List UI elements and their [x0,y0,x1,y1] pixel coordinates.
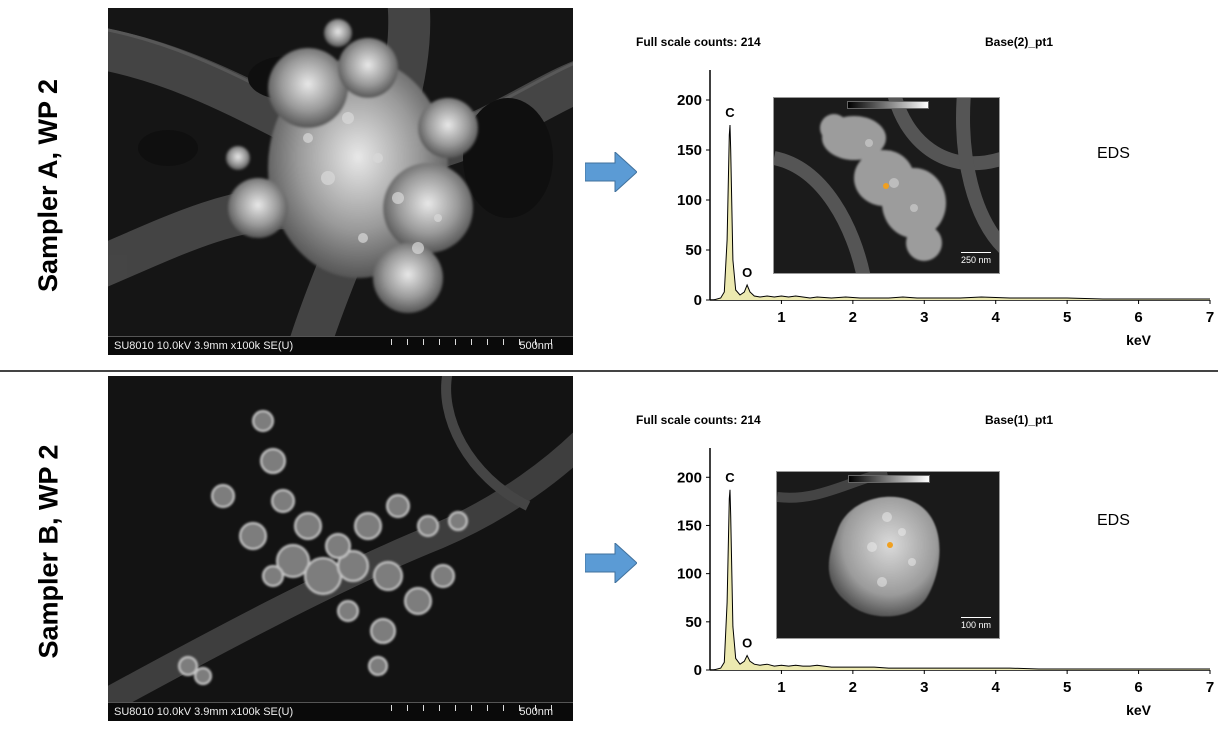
inset-image: 100 nm [776,471,1000,639]
panel-label: Sampler B, WP 2 [33,444,64,659]
x-tick-label: 6 [1134,309,1142,326]
panel-sampler-b: Sampler B, WP 2 SU8010 10. [0,373,1218,730]
x-tick-label: 4 [992,309,1001,326]
y-tick-label: 150 [677,142,702,159]
inset-micrograph [777,472,999,638]
inset-color-bar [846,101,929,109]
x-tick-label: 1 [777,309,785,326]
inset-color-bar [848,475,930,483]
full-scale-counts: Full scale counts: 214 [636,413,761,427]
inset-image: 250 nm [773,97,1000,274]
spectrum-line [713,124,1210,301]
y-tick-label: 200 [677,469,702,486]
eds-label: EDS [1097,512,1130,529]
y-tick-label: 150 [677,517,702,534]
inset-scale-bar: 250 nm [960,252,991,265]
y-tick-label: 50 [685,614,702,631]
peak-label: O [742,265,752,280]
sem-micrograph [108,376,573,721]
x-axis-label: keV [1126,332,1152,348]
panel-label: Sampler A, WP 2 [33,78,64,292]
panel-divider [0,370,1218,372]
sem-image: SU8010 10.0kV 3.9mm x100k SE(U) 500nm [108,376,573,721]
right-arrow-icon [585,152,637,192]
panel-sampler-a: Sampler A, WP 2 [14,0,1214,370]
sem-micrograph [108,8,573,355]
y-tick-label: 100 [677,192,702,209]
y-tick-label: 50 [685,242,702,259]
peak-label: O [742,636,752,651]
row-label: Sampler B, WP 2 [14,373,84,730]
eds-point-marker [883,183,889,189]
y-tick-label: 0 [694,662,702,679]
sem-scale-ticks [391,339,557,345]
x-tick-label: 2 [849,679,857,696]
x-tick-label: 3 [920,679,928,696]
x-tick-label: 3 [920,309,928,326]
sem-info-bar: SU8010 10.0kV 3.9mm x100k SE(U) 500nm [108,336,573,355]
sem-info-bar: SU8010 10.0kV 3.9mm x100k SE(U) 500nm [108,702,573,721]
y-tick-label: 0 [694,292,702,309]
row-label: Sampler A, WP 2 [14,0,84,370]
sem-info: SU8010 10.0kV 3.9mm x100k SE(U) [114,340,294,352]
sem-image: SU8010 10.0kV 3.9mm x100k SE(U) 500nm [108,8,573,355]
peak-label: C [725,105,735,120]
x-tick-label: 6 [1134,679,1142,696]
right-arrow-icon [585,543,637,583]
spectrum-line [713,489,1210,671]
y-tick-label: 200 [677,92,702,109]
x-tick-label: 1 [777,679,785,696]
x-tick-label: 2 [849,309,857,326]
x-tick-label: 7 [1206,679,1214,696]
eds-point-marker [887,542,893,548]
inset-micrograph [774,98,999,273]
sem-scale-ticks [391,705,557,711]
eds-label: EDS [1097,145,1130,162]
sem-scale-label: 500nm [519,706,553,718]
x-tick-label: 4 [992,679,1001,696]
spectrum-name: Base(2)_pt1 [985,35,1054,49]
inset-scale-label: 100 nm [960,620,991,630]
spectrum-name: Base(1)_pt1 [985,413,1054,427]
peak-label: C [725,470,735,485]
x-tick-label: 7 [1206,309,1214,326]
x-tick-label: 5 [1063,679,1071,696]
inset-scale-label: 250 nm [960,255,991,265]
x-tick-label: 5 [1063,309,1071,326]
eds-spectrum-plot: 0 50 100 150 200 1 2 3 4 5 6 7 keV C O [677,70,1214,348]
sem-info: SU8010 10.0kV 3.9mm x100k SE(U) [114,706,294,718]
eds-spectrum-plot: 0 50 100 150 200 1 2 3 4 5 6 7 keV C O [677,448,1214,718]
x-axis-label: keV [1126,702,1152,718]
full-scale-counts: Full scale counts: 214 [636,35,761,49]
sem-scale-label: 500nm [519,340,553,352]
y-tick-label: 100 [677,566,702,583]
inset-scale-bar: 100 nm [960,617,991,630]
